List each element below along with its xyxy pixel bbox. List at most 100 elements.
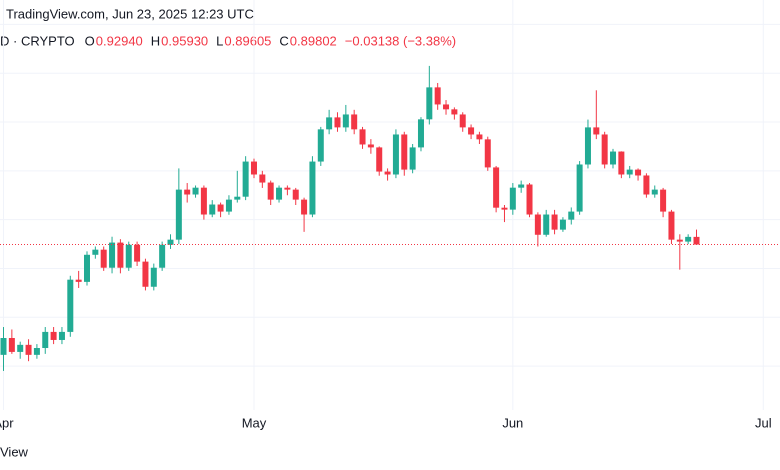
candle-body	[267, 182, 274, 200]
candle-body	[635, 169, 642, 176]
candle-body	[668, 211, 675, 240]
candle-body	[259, 174, 266, 183]
x-tick-label: May	[242, 415, 267, 430]
candle-body	[134, 244, 141, 262]
candle-body	[476, 134, 483, 140]
candle-body	[334, 117, 341, 128]
legend-value: 0.95930	[161, 33, 208, 48]
legend-key: C	[279, 33, 288, 48]
candle-body	[342, 114, 349, 128]
candle-body	[367, 144, 374, 148]
candle-body	[8, 338, 15, 352]
candle-body	[317, 129, 324, 162]
candle-body	[25, 344, 32, 355]
legend-key: L	[216, 33, 223, 48]
candle-body	[468, 127, 475, 135]
candle-body	[392, 134, 399, 175]
candle-body	[618, 151, 625, 175]
candle-body	[250, 161, 257, 175]
candle-body	[50, 331, 57, 340]
source: TradingView.com, Jun 23, 2025 12:23 UTC	[6, 6, 254, 21]
candle-body	[417, 119, 424, 148]
watermark: View	[0, 444, 29, 459]
candle-body	[109, 242, 116, 268]
candle-body	[551, 214, 558, 230]
candle-body	[17, 344, 24, 352]
candle-body	[209, 204, 216, 215]
legend-value: 0.89605	[224, 33, 271, 48]
candle-body	[660, 189, 667, 212]
candle-body	[276, 187, 283, 200]
x-tick-label: Apr	[0, 415, 14, 430]
candle-body	[292, 189, 299, 200]
candle-body	[359, 129, 366, 145]
candle-body	[493, 167, 500, 208]
candle-body	[33, 348, 40, 355]
candle-body	[100, 249, 107, 268]
candle-body	[175, 189, 182, 240]
candle-body	[0, 338, 7, 355]
candles	[0, 65, 780, 371]
candle-body	[351, 114, 358, 130]
candle-body	[484, 139, 491, 168]
candle-body	[451, 109, 458, 115]
candle-body	[568, 211, 575, 220]
candle-body	[693, 236, 700, 245]
candle-body	[92, 249, 99, 255]
candle-body	[459, 114, 466, 128]
legend-value: 0.92940	[96, 33, 143, 48]
candle-body	[326, 117, 333, 130]
candle-body	[584, 127, 591, 165]
candle-body	[58, 331, 65, 340]
candle-body	[526, 184, 533, 215]
x-tick-label: Jul	[755, 415, 772, 430]
candle-body	[376, 147, 383, 172]
candle-body	[443, 104, 450, 110]
candle-body	[601, 134, 608, 165]
candle-body	[543, 214, 550, 235]
symbol: D · CRYPTO	[0, 33, 75, 48]
candle-body	[150, 267, 157, 287]
candle-body	[234, 196, 241, 200]
legend-key: O	[85, 33, 95, 48]
ohlc-legend: D · CRYPTO O 0.92940 H 0.95930 L 0.89605 C 0.89…	[0, 33, 456, 48]
candle-body	[518, 184, 525, 188]
candle-body	[84, 254, 91, 282]
candle-body	[610, 151, 617, 165]
candle-body	[309, 161, 316, 215]
candle-body	[426, 87, 433, 120]
candle-body	[384, 171, 391, 175]
candle-body	[534, 214, 541, 235]
candle-body	[409, 147, 416, 170]
candle-body	[42, 331, 49, 349]
candle-body	[217, 204, 224, 212]
candle-body	[192, 187, 199, 195]
candle-body	[167, 239, 174, 245]
grid	[0, 0, 780, 410]
candle-body	[676, 239, 683, 242]
candle-body	[434, 87, 441, 105]
candle-body	[559, 219, 566, 230]
candle-body	[242, 161, 249, 197]
legend-change: −0.03138 (−3.38%)	[345, 33, 456, 48]
legend-key: H	[151, 33, 160, 48]
candle-body	[685, 236, 692, 242]
candle-body	[200, 187, 207, 215]
candle-body	[142, 261, 149, 287]
candle-body	[75, 279, 82, 282]
candle-body	[626, 169, 633, 175]
candle-body	[593, 127, 600, 135]
candle-body	[117, 242, 124, 268]
candle-body	[159, 244, 166, 268]
x-tick-label: Jun	[502, 415, 523, 430]
candle-body	[509, 187, 516, 210]
legend-value: 0.89802	[290, 33, 337, 48]
candle-body	[576, 164, 583, 212]
candle-body	[401, 134, 408, 170]
candle-body	[184, 189, 191, 195]
candle-body	[225, 199, 232, 212]
candle-body	[67, 279, 74, 332]
candle-body	[643, 175, 650, 195]
candle-body	[651, 189, 658, 195]
